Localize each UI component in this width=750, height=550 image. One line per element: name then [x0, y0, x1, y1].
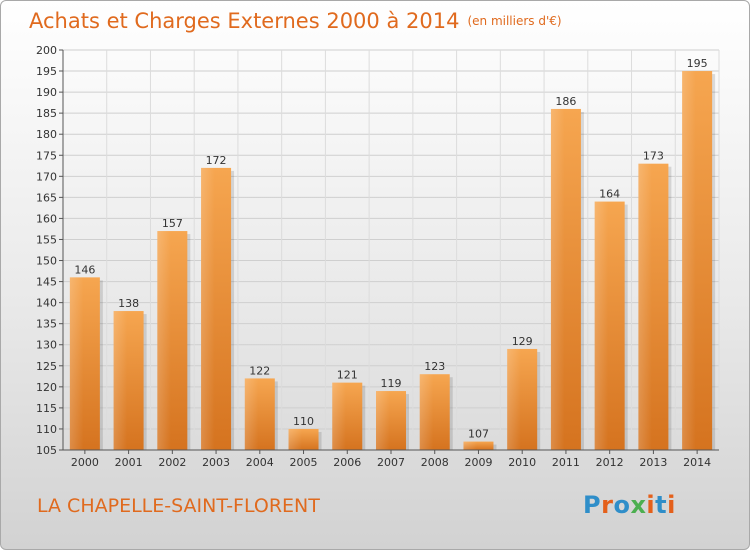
- bar-highlight: [69, 277, 84, 450]
- x-tick-label: 2013: [639, 456, 667, 469]
- logo-letter: P: [583, 491, 602, 519]
- data-label: 107: [468, 428, 489, 441]
- y-tick-label: 185: [36, 107, 57, 120]
- y-tick-label: 140: [36, 297, 57, 310]
- y-tick-label: 135: [36, 318, 57, 331]
- data-label: 121: [337, 369, 358, 382]
- place-name: LA CHAPELLE-SAINT-FLORENT: [37, 495, 320, 517]
- logo-letter: t: [655, 491, 668, 519]
- x-tick-label: 2004: [246, 456, 274, 469]
- data-label: 164: [599, 188, 620, 201]
- y-tick-label: 125: [36, 360, 57, 373]
- bar-highlight: [594, 201, 609, 450]
- logo-letter: r: [601, 491, 614, 519]
- bar-layer: 146 138 157 172 122 110 121 119 123 107 129 186 164 1…: [69, 57, 716, 451]
- y-tick-label: 155: [36, 233, 57, 246]
- bar-highlight: [157, 231, 171, 450]
- bar-highlight: [376, 391, 390, 450]
- bar-highlight: [332, 382, 346, 450]
- logo-letter: o: [613, 491, 631, 519]
- x-tick-label: 2002: [158, 456, 186, 469]
- y-tick-label: 110: [36, 423, 57, 436]
- data-label: 110: [293, 415, 314, 428]
- bar-highlight: [638, 163, 652, 450]
- data-label: 172: [206, 154, 227, 167]
- x-tick-label: 2000: [71, 456, 99, 469]
- y-tick-label: 160: [36, 212, 57, 225]
- chart-title-text: Achats et Charges Externes 2000 à 2014: [29, 9, 460, 33]
- data-label: 173: [643, 150, 664, 163]
- bar-highlight: [113, 311, 128, 450]
- y-tick-label: 165: [36, 191, 57, 204]
- bar-highlight: [288, 428, 303, 450]
- y-tick-label: 115: [36, 402, 57, 415]
- y-tick-label: 200: [36, 44, 57, 57]
- chart-subtitle: (en milliers d'€): [467, 14, 562, 28]
- data-label: 129: [512, 335, 533, 348]
- x-tick-label: 2001: [115, 456, 143, 469]
- bar-highlight: [463, 441, 477, 450]
- proxiti-logo: Proxiti: [583, 491, 676, 519]
- data-label: 123: [424, 360, 445, 373]
- x-tick-label: 2006: [333, 456, 361, 469]
- x-tick-label: 2010: [508, 456, 536, 469]
- bar-highlight: [419, 374, 434, 450]
- axis-layer: 105 110 115 120 125 130 135 140 145 150 155 160 165 1…: [36, 44, 719, 469]
- x-tick-label: 2011: [552, 456, 580, 469]
- logo-letter: i: [667, 491, 676, 519]
- data-label: 186: [555, 95, 576, 108]
- bar-highlight: [507, 348, 521, 450]
- bar-2009: [463, 441, 494, 450]
- data-label: 157: [162, 217, 183, 230]
- logo-letter: x: [630, 491, 647, 519]
- chart-title: Achats et Charges Externes 2000 à 2014 (e…: [29, 9, 562, 33]
- y-tick-label: 180: [36, 128, 57, 141]
- data-label: 122: [249, 364, 270, 377]
- x-tick-label: 2014: [683, 456, 711, 469]
- x-tick-label: 2009: [464, 456, 492, 469]
- data-label: 138: [118, 297, 139, 310]
- y-tick-label: 105: [36, 444, 57, 457]
- y-tick-label: 170: [36, 170, 57, 183]
- bar-highlight: [550, 108, 565, 451]
- y-tick-label: 190: [36, 86, 57, 99]
- bar-highlight: [682, 71, 696, 450]
- x-tick-label: 2012: [596, 456, 624, 469]
- x-tick-label: 2005: [290, 456, 318, 469]
- y-tick-label: 150: [36, 255, 57, 268]
- x-tick-label: 2003: [202, 456, 230, 469]
- y-tick-label: 130: [36, 339, 57, 352]
- y-tick-label: 195: [36, 65, 57, 78]
- x-tick-label: 2007: [377, 456, 405, 469]
- data-label: 146: [74, 263, 95, 276]
- bar-highlight: [201, 167, 215, 451]
- data-label: 119: [381, 377, 402, 390]
- y-tick-label: 120: [36, 381, 57, 394]
- x-tick-label: 2008: [421, 456, 449, 469]
- y-tick-label: 175: [36, 149, 57, 162]
- y-tick-label: 145: [36, 276, 57, 289]
- bar-highlight: [244, 378, 259, 450]
- data-label: 195: [687, 57, 708, 70]
- logo-letter: i: [646, 491, 656, 519]
